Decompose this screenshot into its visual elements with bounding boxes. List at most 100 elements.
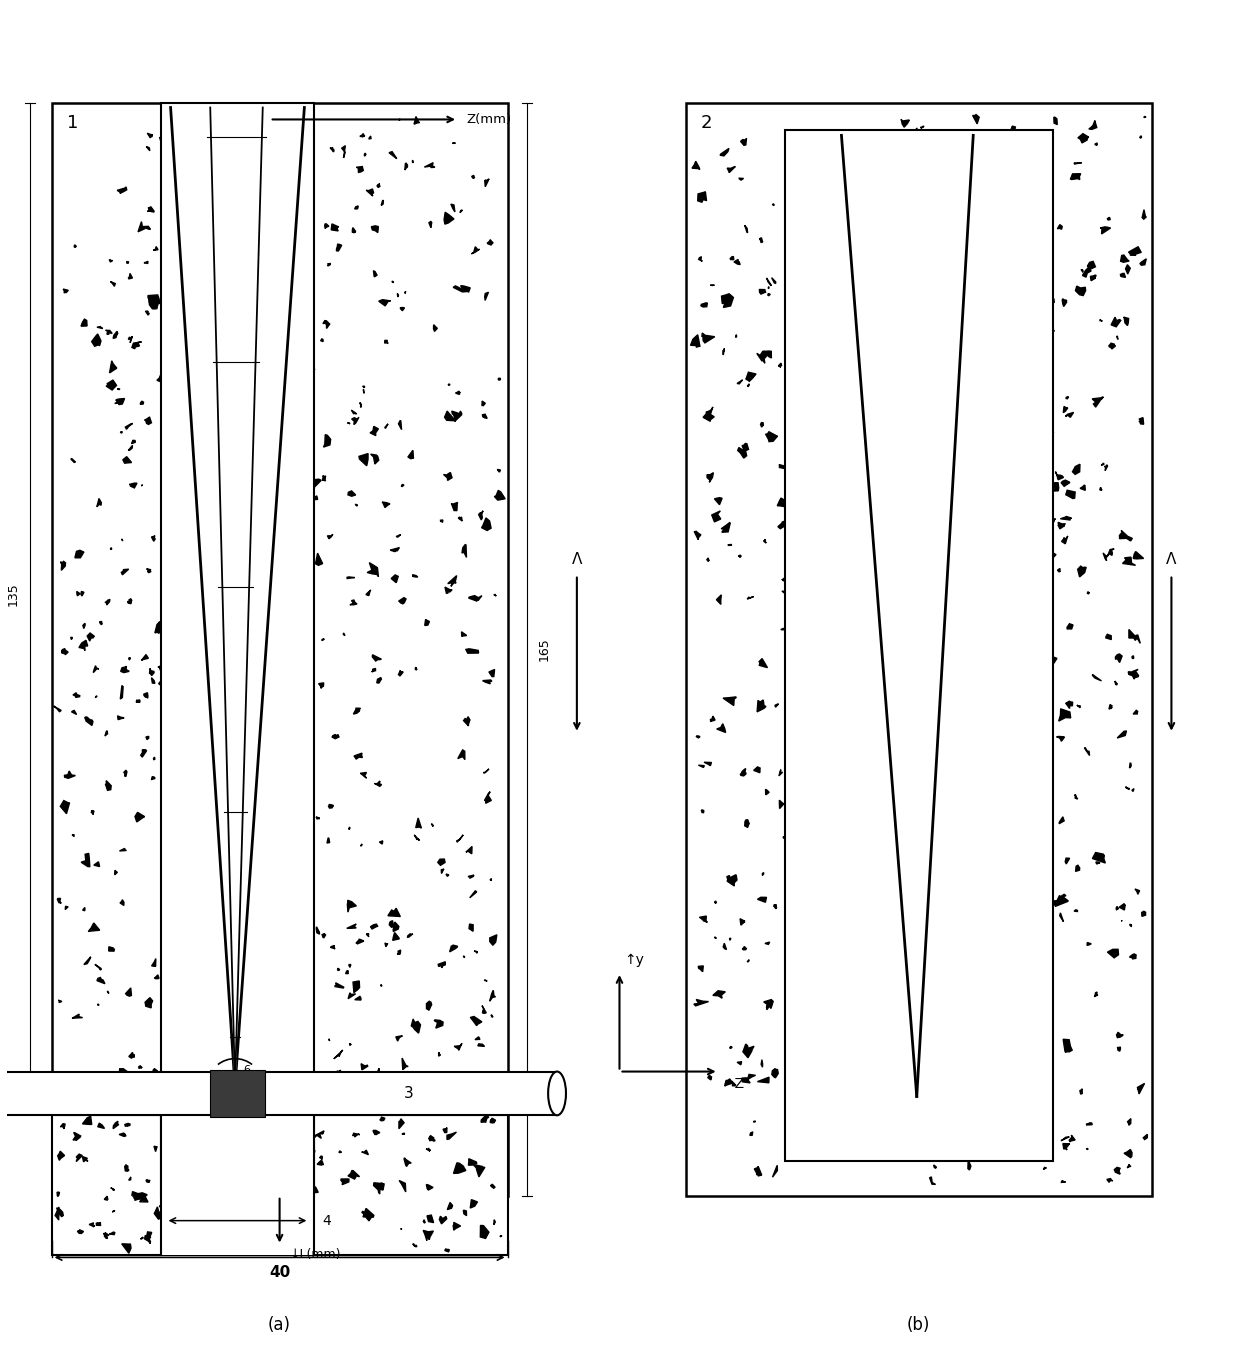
Polygon shape (475, 1037, 480, 1040)
Polygon shape (353, 417, 358, 425)
Polygon shape (308, 647, 311, 651)
Polygon shape (986, 463, 991, 468)
Polygon shape (1074, 162, 1081, 164)
Polygon shape (53, 705, 61, 712)
Polygon shape (237, 1236, 246, 1248)
Polygon shape (432, 823, 433, 826)
Polygon shape (89, 1223, 94, 1227)
Polygon shape (453, 286, 467, 292)
Polygon shape (463, 544, 466, 558)
Polygon shape (792, 913, 797, 915)
Polygon shape (316, 927, 320, 934)
Polygon shape (764, 539, 766, 543)
Polygon shape (1061, 1137, 1069, 1141)
Polygon shape (180, 590, 184, 596)
Polygon shape (1065, 413, 1074, 417)
Polygon shape (1066, 490, 1075, 498)
Polygon shape (909, 378, 913, 382)
Polygon shape (193, 1228, 196, 1231)
Polygon shape (930, 1177, 936, 1185)
Polygon shape (800, 357, 802, 363)
Polygon shape (402, 485, 404, 486)
Polygon shape (469, 923, 474, 932)
Polygon shape (1081, 269, 1084, 272)
Polygon shape (842, 881, 849, 887)
Polygon shape (464, 956, 465, 957)
Polygon shape (448, 575, 456, 586)
Polygon shape (471, 175, 475, 179)
Polygon shape (813, 1051, 825, 1059)
Polygon shape (248, 1152, 253, 1156)
Polygon shape (1143, 1135, 1147, 1140)
Polygon shape (122, 1244, 131, 1254)
Polygon shape (61, 1124, 66, 1129)
Polygon shape (456, 835, 464, 842)
Polygon shape (854, 659, 864, 662)
Polygon shape (211, 654, 219, 661)
Polygon shape (742, 769, 745, 774)
Polygon shape (269, 1151, 272, 1152)
Polygon shape (58, 1001, 62, 1002)
Polygon shape (363, 1208, 373, 1221)
Polygon shape (714, 902, 717, 903)
Polygon shape (444, 473, 453, 481)
Polygon shape (379, 1117, 384, 1121)
Polygon shape (193, 1147, 206, 1154)
Polygon shape (57, 899, 61, 903)
Polygon shape (105, 731, 108, 737)
Polygon shape (330, 945, 335, 949)
Polygon shape (164, 1118, 170, 1128)
Polygon shape (879, 295, 884, 303)
Polygon shape (433, 1140, 435, 1141)
Polygon shape (950, 653, 954, 658)
Polygon shape (848, 919, 851, 923)
Polygon shape (469, 596, 477, 601)
Polygon shape (258, 1144, 263, 1150)
Text: θ: θ (231, 1094, 239, 1109)
Polygon shape (280, 305, 284, 310)
Polygon shape (274, 904, 281, 913)
Polygon shape (830, 688, 835, 693)
Polygon shape (490, 990, 496, 1001)
Polygon shape (99, 621, 102, 624)
Polygon shape (743, 1044, 754, 1057)
Polygon shape (1021, 1099, 1025, 1102)
Polygon shape (868, 451, 872, 454)
Polygon shape (190, 898, 196, 902)
Polygon shape (1047, 294, 1054, 303)
Text: Λ: Λ (572, 551, 582, 567)
Polygon shape (238, 867, 248, 875)
Polygon shape (842, 439, 846, 441)
Polygon shape (786, 1118, 789, 1121)
Polygon shape (290, 1124, 294, 1132)
Polygon shape (352, 417, 357, 422)
Polygon shape (103, 1232, 109, 1236)
Polygon shape (109, 946, 114, 951)
Polygon shape (342, 146, 346, 158)
Polygon shape (241, 1197, 243, 1201)
Text: ↑y: ↑y (625, 953, 645, 967)
Polygon shape (936, 1112, 944, 1122)
Polygon shape (959, 987, 961, 990)
Polygon shape (377, 184, 381, 188)
Polygon shape (72, 711, 77, 715)
Polygon shape (129, 274, 133, 279)
Polygon shape (259, 1148, 267, 1156)
Polygon shape (737, 1062, 742, 1064)
Polygon shape (320, 1156, 322, 1160)
Bar (52, 103, 507, 1196)
Polygon shape (707, 558, 709, 562)
Polygon shape (985, 703, 996, 714)
Polygon shape (113, 1121, 118, 1129)
Polygon shape (267, 529, 272, 533)
Polygon shape (711, 716, 715, 722)
Polygon shape (186, 757, 197, 764)
Polygon shape (366, 934, 370, 937)
Polygon shape (945, 455, 954, 462)
Polygon shape (317, 1160, 324, 1164)
Polygon shape (764, 999, 774, 1010)
Polygon shape (879, 177, 888, 185)
Polygon shape (779, 363, 781, 367)
Polygon shape (730, 256, 734, 260)
Polygon shape (252, 1030, 254, 1036)
